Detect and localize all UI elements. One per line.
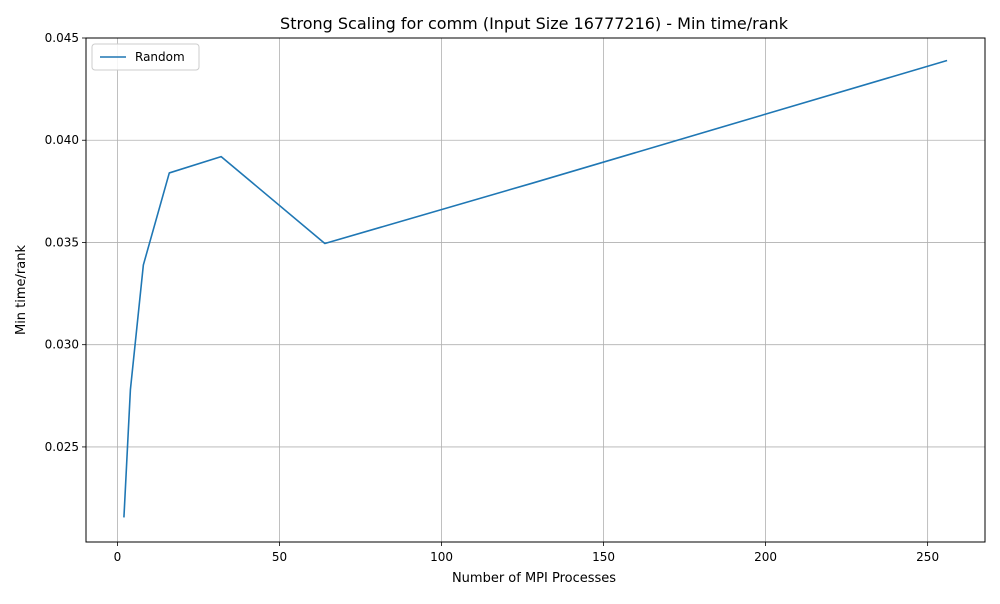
x-tick-label: 100: [430, 550, 453, 564]
series-line-random: [123, 59, 948, 518]
x-tick-label: 0: [114, 550, 122, 564]
legend: Random: [91, 43, 200, 71]
x-axis-label: Number of MPI Processes: [452, 571, 616, 586]
x-axis-ticks: 0 50 100 150 200 250: [114, 542, 939, 564]
y-tick-label: 0.025: [45, 440, 79, 454]
x-tick-label: 150: [592, 550, 615, 564]
y-tick-label: 0.040: [45, 133, 79, 147]
series-layer: [123, 59, 948, 518]
x-tick-label: 250: [916, 550, 939, 564]
y-tick-label: 0.045: [45, 31, 79, 45]
legend-box: [91, 43, 200, 71]
y-tick-label: 0.035: [45, 235, 79, 249]
y-axis-label: Min time/rank: [14, 245, 29, 336]
legend-label: Random: [135, 50, 185, 64]
y-axis-ticks: 0.025 0.030 0.035 0.040 0.045: [45, 31, 86, 454]
x-tick-label: 200: [754, 550, 777, 564]
y-tick-label: 0.030: [45, 338, 79, 352]
x-tick-label: 50: [272, 550, 287, 564]
plot-frame: [85, 37, 986, 543]
chart-title: Strong Scaling for comm (Input Size 1677…: [280, 14, 789, 33]
